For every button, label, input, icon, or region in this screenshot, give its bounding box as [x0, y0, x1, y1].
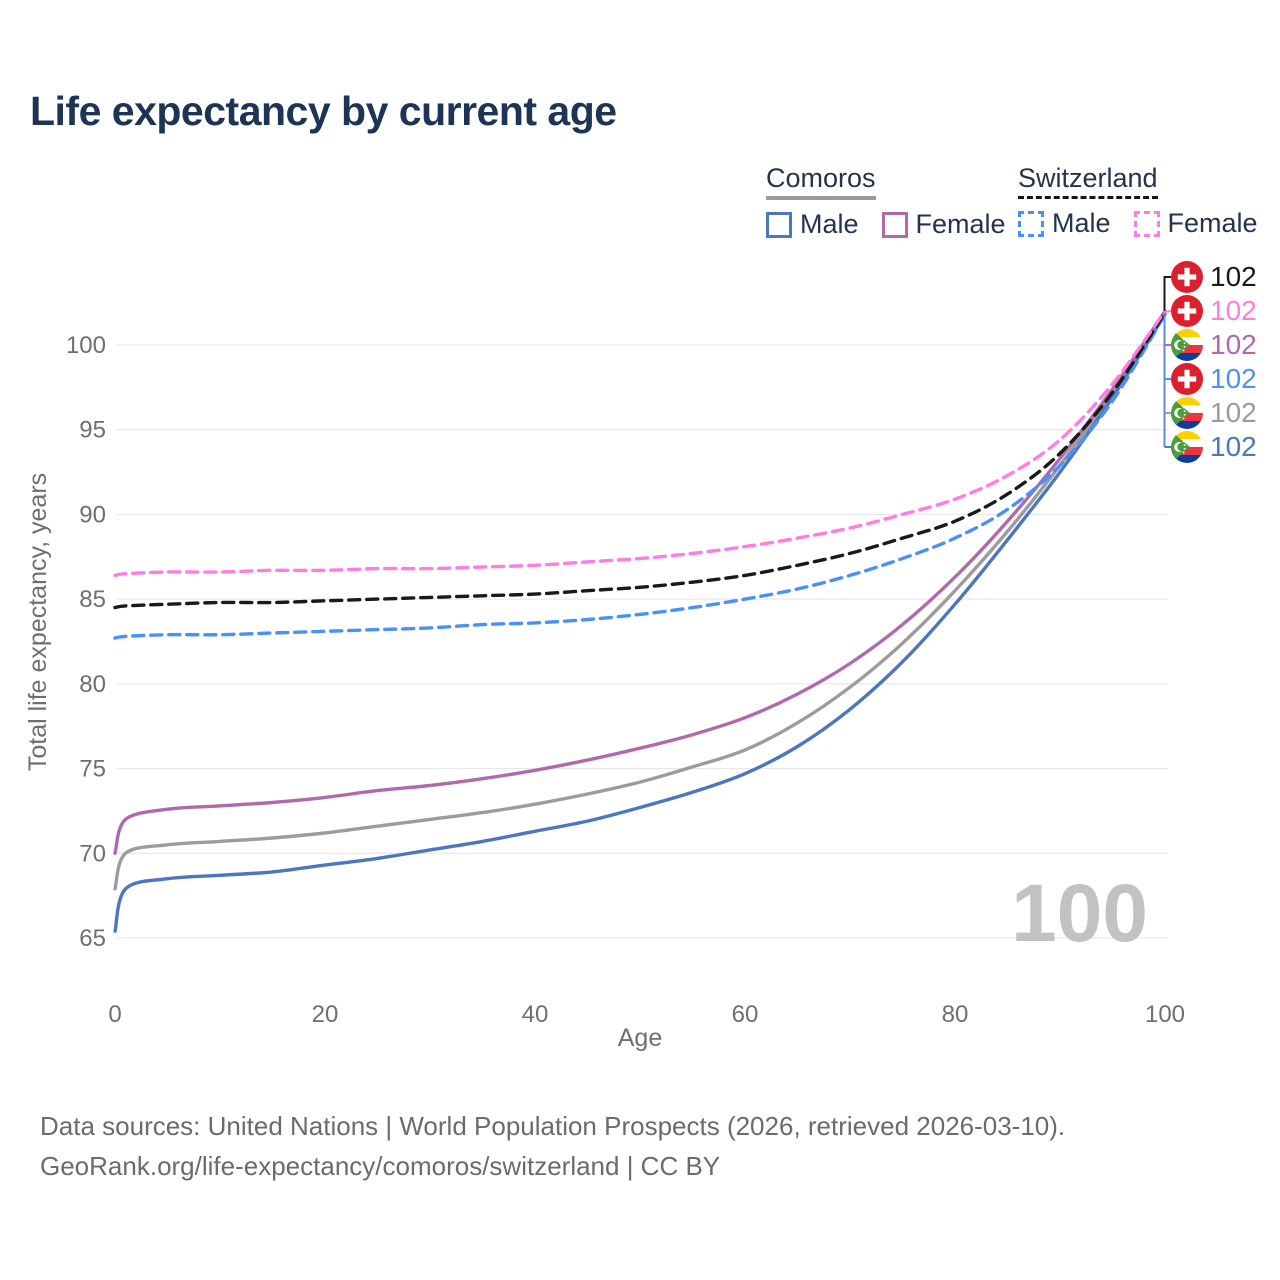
- end-label-switzerland-total: 102: [1171, 260, 1257, 294]
- page-title: Life expectancy by current age: [30, 88, 617, 134]
- y-tick-label: 90: [79, 501, 106, 528]
- legend-group-comoros: Comoros Male Female: [766, 163, 1029, 240]
- legend-item-switzerland-female[interactable]: Female: [1133, 208, 1258, 239]
- end-label-comoros-total: 102: [1171, 396, 1257, 430]
- end-label-value: 102: [1210, 261, 1257, 292]
- end-label-value: 102: [1210, 431, 1257, 462]
- footer-line-attribution: GeoRank.org/life-expectancy/comoros/swit…: [40, 1151, 721, 1181]
- x-tick-label: 80: [942, 1001, 969, 1028]
- end-label-comoros-female: 102: [1171, 328, 1257, 362]
- data-source-footer: Data sources: United Nations | World Pop…: [40, 1106, 1065, 1186]
- connector-line: [1163, 276, 1171, 311]
- legend-item-label: Female: [1167, 208, 1258, 238]
- end-label-value: 102: [1210, 295, 1257, 326]
- y-tick-label: 95: [79, 417, 106, 444]
- end-label-value: 102: [1210, 329, 1257, 360]
- connector-line: [1164, 310, 1172, 313]
- y-tick-label: 65: [79, 925, 106, 952]
- y-tick-label: 100: [66, 332, 106, 359]
- legend-item-comoros-female[interactable]: Female: [881, 209, 1006, 240]
- series-line-comoros-both-sexes[interactable]: [113, 311, 1167, 891]
- x-tick-label: 0: [108, 1001, 121, 1028]
- y-tick-label: 85: [79, 586, 106, 613]
- y-axis-title: Total life expectancy, years: [24, 473, 52, 771]
- legend-item-switzerland-male[interactable]: Male: [1018, 208, 1111, 239]
- legend-group-switzerland: Switzerland Male Female: [1018, 163, 1280, 239]
- legend-group-title-comoros: Comoros: [766, 163, 876, 200]
- series-line-comoros-male[interactable]: [113, 312, 1167, 933]
- switzerland-female-swatch-icon: [1133, 210, 1160, 237]
- end-label-comoros-male: 102: [1171, 430, 1257, 464]
- end-label-value: 102: [1210, 397, 1257, 428]
- series-line-switzerland-male[interactable]: [113, 312, 1167, 640]
- series-line-switzerland-both-sexes[interactable]: [113, 311, 1167, 610]
- x-tick-label: 20: [312, 1001, 339, 1028]
- comoros-male-swatch-icon: [766, 211, 792, 238]
- switzerland-flag-icon: [1171, 295, 1203, 327]
- series-line-switzerland-female[interactable]: [113, 309, 1167, 578]
- comoros-flag-icon: [1171, 431, 1203, 463]
- series-line-comoros-female[interactable]: [113, 309, 1167, 855]
- switzerland-flag-icon: [1171, 261, 1203, 293]
- x-axis-title: Age: [618, 1024, 662, 1052]
- y-tick-label: 70: [79, 840, 106, 867]
- end-label-value: 102: [1210, 363, 1257, 394]
- hover-age-watermark: 100: [1011, 868, 1148, 959]
- comoros-flag-icon: [1171, 397, 1203, 429]
- y-tick-label: 75: [79, 756, 106, 783]
- end-label-switzerland-male: 102: [1171, 362, 1257, 396]
- comoros-female-swatch-icon: [881, 211, 908, 238]
- legend-group-title-switzerland: Switzerland: [1018, 163, 1158, 199]
- legend-item-label: Female: [915, 209, 1006, 239]
- footer-line-sources: Data sources: United Nations | World Pop…: [40, 1111, 1066, 1141]
- x-tick-label: 100: [1145, 1001, 1185, 1028]
- switzerland-flag-icon: [1171, 363, 1203, 395]
- x-tick-label: 40: [522, 1001, 549, 1028]
- y-tick-label: 80: [79, 671, 106, 698]
- end-label-switzerland-female: 102: [1171, 294, 1257, 328]
- x-tick-label: 60: [732, 1001, 759, 1028]
- switzerland-male-swatch-icon: [1018, 210, 1044, 237]
- legend-item-comoros-male[interactable]: Male: [766, 209, 859, 240]
- comoros-flag-icon: [1171, 329, 1203, 361]
- legend-item-label: Male: [1052, 208, 1111, 238]
- legend-item-label: Male: [800, 209, 859, 239]
